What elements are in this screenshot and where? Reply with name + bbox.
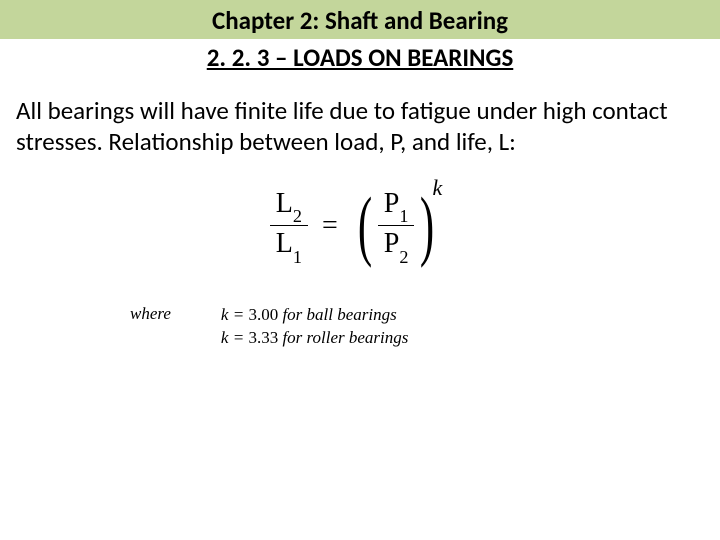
header-bar: Chapter 2: Shaft and Bearing 2. 2. 3 – L… [0, 0, 720, 79]
left-num-var: L [276, 188, 293, 219]
where-label: where [130, 304, 221, 350]
left-num-sub: 2 [293, 206, 302, 226]
left-den-var: L [276, 228, 293, 259]
equals-sign: = [322, 210, 338, 242]
right-den-var: P [384, 228, 400, 259]
left-den-sub: 1 [293, 247, 302, 267]
exponent: k [432, 175, 442, 201]
left-paren: ( [358, 194, 372, 256]
equation: L2 L1 = ( P1 P2 ) k [270, 188, 450, 264]
right-paren-group: ( P1 P2 ) k [352, 188, 450, 264]
body-paragraph: All bearings will have finite life due t… [0, 79, 720, 158]
where-values: k = 3.00 for ball bearings k = 3.33 for … [221, 304, 408, 350]
right-fraction: P1 P2 [378, 188, 415, 264]
where-block: where k = 3.00 for ball bearings k = 3.3… [0, 304, 720, 350]
where-line1-k: k = [221, 305, 249, 324]
where-line2-text: for roller bearings [282, 328, 408, 347]
right-den-sub: 2 [399, 247, 408, 267]
where-line1-val: 3.00 [248, 305, 282, 324]
right-num-sub: 1 [399, 206, 408, 226]
where-line1-text: for ball bearings [282, 305, 396, 324]
where-line2-val: 3.33 [248, 328, 282, 347]
where-line-2: k = 3.33 for roller bearings [221, 327, 408, 350]
equation-container: L2 L1 = ( P1 P2 ) k [0, 188, 720, 264]
where-line-1: k = 3.00 for ball bearings [221, 304, 408, 327]
right-paren: ) [420, 194, 434, 256]
right-num-var: P [384, 188, 400, 219]
section-title: 2. 2. 3 – LOADS ON BEARINGS [0, 39, 720, 79]
chapter-title: Chapter 2: Shaft and Bearing [0, 2, 720, 39]
where-line2-k: k = [221, 328, 249, 347]
left-fraction: L2 L1 [270, 188, 308, 264]
